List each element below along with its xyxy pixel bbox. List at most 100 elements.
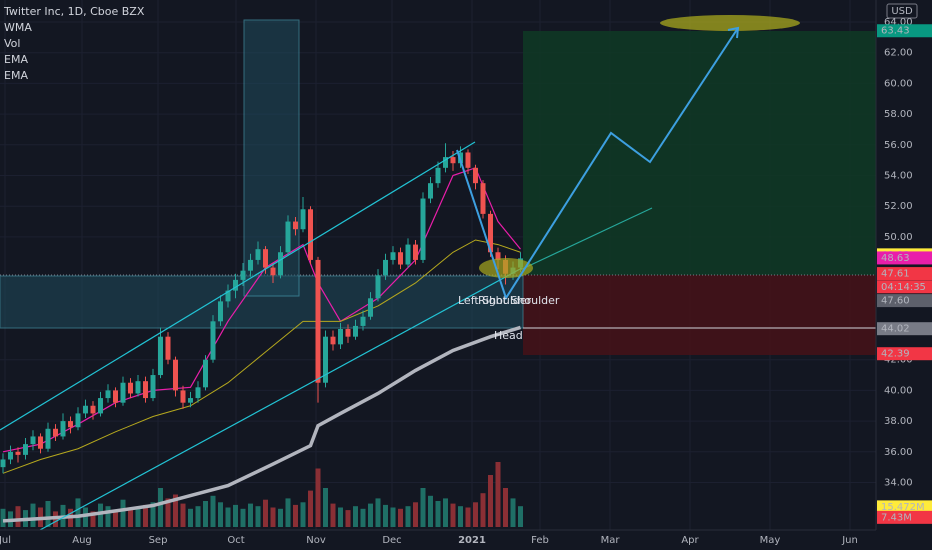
volume-bar [30, 503, 36, 527]
volume-bar [15, 506, 21, 527]
candle-body [495, 252, 501, 260]
volume-bar [218, 502, 223, 527]
price-badge [877, 510, 932, 524]
time-axis [0, 530, 932, 550]
time-tick-label: Oct [227, 535, 244, 546]
volume-bar [495, 462, 501, 527]
volume-bar [375, 498, 381, 527]
volume-bar [98, 503, 103, 527]
time-tick-label: Aug [72, 535, 92, 546]
volume-bar [210, 495, 216, 527]
volume-bar [278, 508, 283, 527]
candle-body [300, 209, 306, 230]
stop-zone [523, 275, 876, 355]
candle-body [83, 405, 88, 414]
price-badge-label: 47.60 [881, 296, 910, 307]
candle-body [188, 398, 193, 403]
indicator-name[interactable]: EMA [4, 53, 28, 66]
channel-upper [0, 141, 476, 431]
volume-bar [488, 475, 493, 527]
volume-bar [413, 502, 418, 527]
symbol-title[interactable]: Twitter Inc, 1D, Cboe BZX [3, 5, 145, 18]
candle-body [435, 167, 441, 184]
volume-bar [368, 503, 373, 527]
candle-body [293, 221, 298, 230]
volume-bar [443, 498, 448, 527]
volume-bar [173, 494, 178, 527]
candle-body [308, 209, 313, 260]
time-tick-label: Jun [841, 535, 858, 546]
volume-bar [518, 506, 523, 527]
candle-body [68, 421, 73, 428]
volume-bar [0, 508, 6, 527]
candle-body [0, 459, 6, 468]
price-badge-label: 42.39 [881, 349, 910, 360]
volume-bar [390, 507, 396, 527]
price-tick-label: 58.00 [884, 109, 913, 120]
candle-body [443, 157, 448, 168]
candle-body [270, 267, 276, 276]
candle-body [195, 387, 201, 399]
indicator-name[interactable]: Vol [4, 37, 20, 50]
volume-bar [450, 503, 456, 527]
volume-bar [270, 507, 276, 527]
time-tick-label: Mar [601, 535, 621, 546]
candle-body [53, 428, 58, 437]
time-tick-label: Dec [382, 535, 401, 546]
candle-body [420, 198, 426, 260]
currency-box[interactable] [886, 3, 918, 19]
volume-bar [248, 503, 253, 527]
moving-average [2, 239, 521, 474]
price-badge [877, 500, 932, 514]
volume-bar [240, 508, 246, 527]
price-tick-label: 52.00 [884, 201, 913, 212]
highlight [660, 15, 800, 31]
price-badge [877, 267, 932, 281]
candle-body [338, 329, 343, 345]
volume-bar [195, 506, 201, 527]
price-badge [877, 280, 932, 294]
price-tick-label: 54.00 [884, 171, 913, 182]
price-tick-label: 38.00 [884, 416, 913, 427]
price-tick-label: 62.00 [884, 48, 913, 59]
currency[interactable]: USD [891, 6, 913, 17]
price-tick-label: 64.00 [884, 17, 913, 28]
candle-body [210, 321, 216, 360]
price-badge [877, 322, 932, 336]
candle-body [473, 167, 478, 184]
candle-body [203, 359, 208, 388]
volume-bar [150, 502, 156, 527]
volume-bar [75, 498, 81, 527]
volume-bar [90, 511, 96, 527]
candle-body [135, 381, 141, 394]
candle-body [180, 390, 186, 403]
annotation: Right Shoulder [478, 294, 560, 307]
volume-bar [158, 488, 163, 527]
indicator-name[interactable]: WMA [4, 21, 32, 34]
price-badge-label: 63.43 [881, 26, 910, 37]
volume-bar [323, 488, 328, 527]
candle-body [240, 270, 246, 280]
candle-body [105, 390, 111, 399]
volume-bar [105, 506, 111, 527]
volume-bar [480, 493, 486, 527]
volume-bar [315, 468, 321, 527]
volume-bar [128, 507, 133, 527]
volume-bar [473, 502, 478, 527]
candle-body [143, 381, 148, 399]
price-badge-label: 47.61 [881, 269, 910, 280]
candle-body [390, 252, 396, 260]
candle-body [263, 249, 268, 268]
candle-body [450, 157, 456, 164]
time-tick-label: Feb [531, 535, 549, 546]
candle-body [353, 325, 358, 337]
indicator-name[interactable]: EMA [4, 69, 28, 82]
time-tick-label: Jul [0, 535, 11, 546]
volume-bar [83, 507, 88, 527]
price-badge [877, 347, 932, 361]
candle-body [428, 183, 433, 199]
price-badge-label: 7.43M [881, 512, 912, 523]
candle-body [38, 436, 43, 449]
volume-bar [308, 490, 313, 527]
